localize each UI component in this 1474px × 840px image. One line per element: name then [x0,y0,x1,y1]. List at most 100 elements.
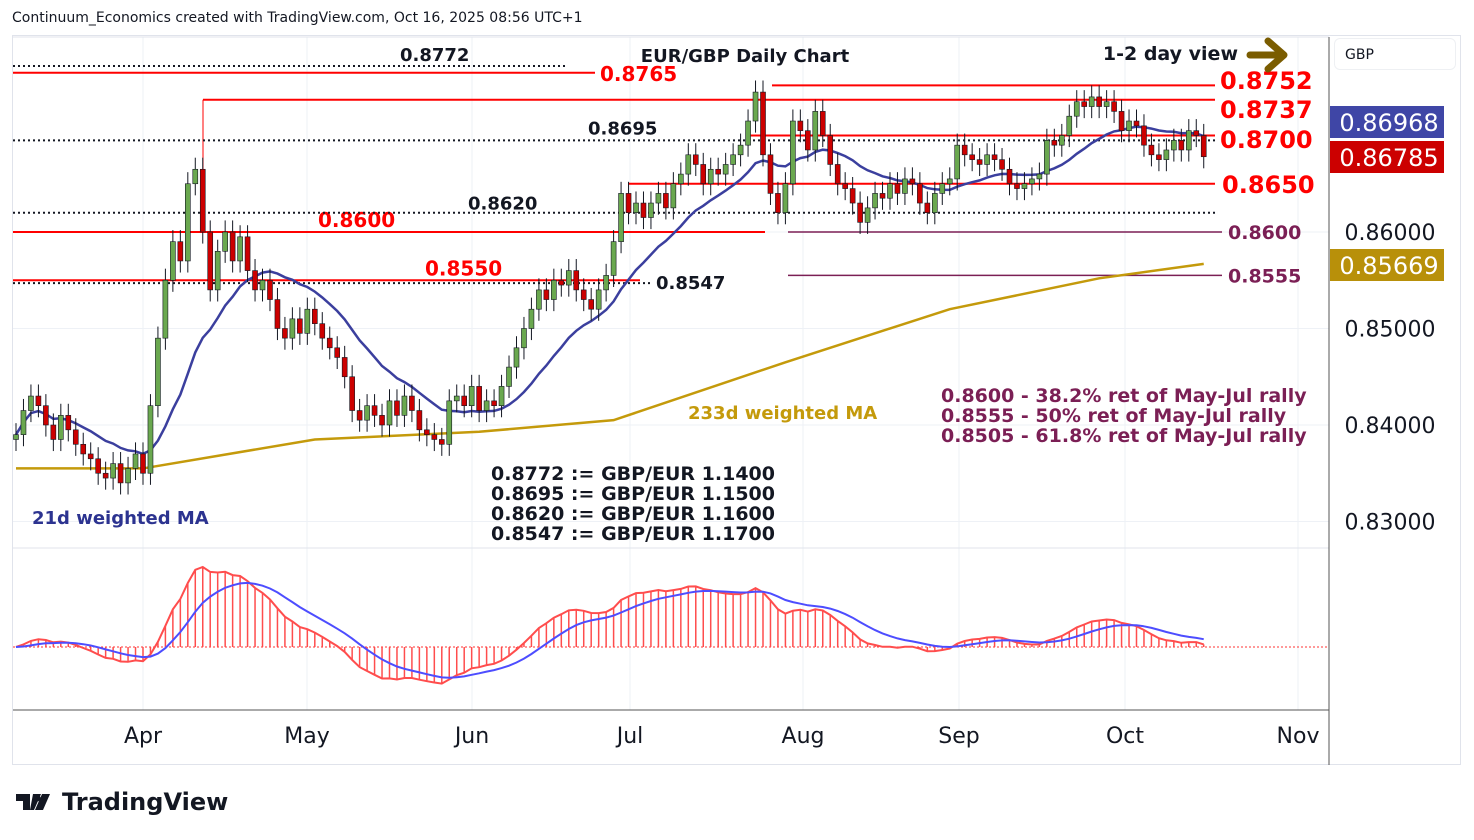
candle [588,299,594,310]
candle [745,120,751,146]
price-tag [1330,141,1444,173]
candle [199,168,206,233]
candle [1014,183,1020,189]
candle [1126,120,1132,131]
candle [1193,130,1200,136]
candle [356,410,363,421]
level-label: 0.8765 [600,62,677,86]
candle [311,308,318,324]
conversion-note: 0.8620 := GBP/EUR 1.1600 [491,503,775,525]
x-tick-label: Oct [1106,724,1144,749]
candle [543,289,550,300]
candle [692,154,699,165]
candle [244,236,251,271]
candle [670,183,677,209]
candle [722,164,729,175]
candle [603,275,609,291]
ma-233-label: 233d weighted MA [688,403,877,424]
level-label: 0.8695 [588,118,657,139]
view-label: 1-2 day view [1103,43,1238,65]
candle [558,279,565,286]
candle [1073,101,1080,117]
candle [707,168,714,185]
candle [1133,120,1140,127]
currency-button[interactable]: GBP [1334,38,1456,70]
tradingview-logo[interactable]: TradingView [16,788,228,816]
candle [834,164,841,185]
candle [1096,96,1102,107]
x-tick-label: Jun [453,724,489,749]
candle [573,270,580,291]
candle [110,463,116,479]
candle [797,120,804,131]
candle [140,453,146,474]
candle [491,400,497,406]
candle [267,279,273,300]
candle [1059,135,1065,146]
candle [715,168,721,175]
candle [341,357,348,378]
candle [767,154,774,194]
candle [879,193,886,199]
candle [297,318,303,334]
candle [1044,140,1050,175]
x-tick-label: Sep [938,724,979,749]
candle [827,135,834,165]
candle [334,347,341,358]
candle [991,154,998,160]
candle [595,289,602,310]
candle [214,251,221,291]
candle [663,193,669,209]
candle [424,429,430,435]
candle [1148,144,1155,156]
candle [700,164,707,185]
candle [902,178,908,194]
candle [506,366,512,387]
candle [954,144,961,180]
ma-21-line [14,125,1205,456]
candle [760,91,766,156]
candle [364,405,370,421]
y-tick-label: 0.84000 [1345,414,1436,439]
candle [80,443,87,455]
candle [102,472,109,479]
level-label: 0.8700 [1220,126,1313,154]
candle [842,183,848,189]
candle [752,91,759,122]
candle [117,463,124,484]
level-label: 0.8620 [468,194,537,215]
x-tick-label: May [284,724,329,749]
candle [1141,125,1147,146]
candle [289,318,296,339]
candle [371,405,378,416]
ma-21-label: 21d weighted MA [32,508,209,529]
candle [65,415,72,431]
candle [326,337,333,349]
candle [805,130,811,151]
fib-level-label: 0.8555 [1228,265,1301,287]
candle [917,183,923,204]
price-tag [1330,106,1444,138]
y-tick-label: 0.85000 [1345,318,1436,343]
candle [252,270,258,291]
candle [551,279,557,300]
candle [282,328,288,339]
candle [185,183,191,262]
candle [775,193,781,213]
candle [1029,178,1035,185]
price-tag [1330,249,1444,281]
candle [864,207,871,223]
candle [939,183,946,194]
candle [782,183,789,214]
x-tick-label: Apr [124,724,163,749]
candle [1185,130,1192,151]
chart-header: Continuum_Economics created with Trading… [12,10,583,26]
candle [894,183,901,194]
candle [1178,140,1185,151]
level-label: 0.8547 [656,273,725,294]
candle [678,173,684,185]
candle [528,308,535,329]
candle [1081,101,1088,107]
candle [50,424,57,440]
